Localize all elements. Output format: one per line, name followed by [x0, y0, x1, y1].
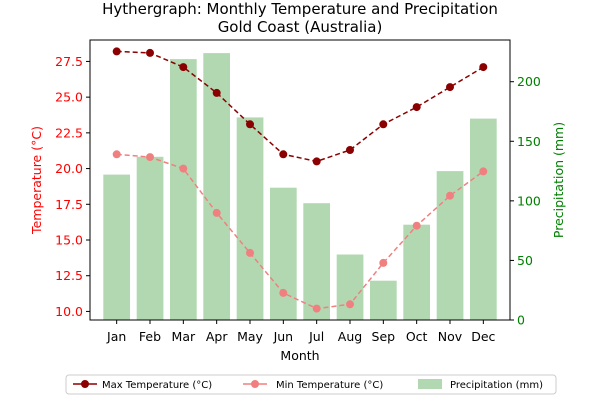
- x-tick-label-nov: Nov: [438, 329, 463, 344]
- x-tick-label-oct: Oct: [406, 329, 428, 344]
- legend-marker-max: [81, 380, 89, 388]
- min-temp-point-oct: [412, 221, 421, 230]
- min-temp-point-nov: [446, 191, 454, 200]
- legend-entry-max-temp: Max Temperature (°C): [73, 380, 212, 391]
- right-tick-label: 100: [517, 193, 541, 208]
- left-tick-label: 12.5: [55, 268, 83, 283]
- precip-bar-may: [236, 117, 264, 321]
- legend-label-precip: Precipitation (mm): [450, 380, 543, 391]
- x-axis: Jan Feb Mar Apr May Jun Jul Aug Sep Oct Nov Dec: [106, 320, 496, 344]
- precipitation-bars: [103, 53, 497, 321]
- max-temp-point-feb: [146, 48, 154, 57]
- max-temp-point-nov: [446, 83, 454, 92]
- legend-label-max: Max Temperature (°C): [102, 380, 212, 391]
- max-temp-point-oct: [412, 103, 421, 112]
- max-temp-line: [116, 50, 484, 163]
- x-tick-label-jan: Jan: [106, 329, 126, 344]
- left-tick-label: 25.0: [55, 90, 83, 105]
- max-temp-point-aug: [346, 146, 354, 154]
- min-temp-point-jan: [112, 150, 121, 159]
- left-tick-label: 17.5: [55, 197, 83, 212]
- left-tick-label: 27.5: [55, 54, 83, 69]
- min-temp-point-apr: [212, 208, 221, 217]
- chart-title: Hythergraph: Monthly Temperature and Pre…: [102, 0, 498, 18]
- precip-bar-jan: [103, 174, 130, 320]
- right-tick-label: 0: [517, 313, 525, 328]
- right-axis-label: Precipitation (mm): [551, 122, 566, 238]
- legend-marker-min: [251, 380, 259, 388]
- min-temp-point-aug: [346, 300, 354, 309]
- min-temp-point-mar: [179, 164, 188, 173]
- legend-entry-min-temp: Min Temperature (°C): [243, 380, 383, 391]
- precip-bar-apr: [203, 53, 230, 320]
- legend-entry-precipitation: Precipitation (mm): [418, 379, 543, 391]
- left-tick-label: 20.0: [55, 161, 83, 176]
- left-tick-label: 15.0: [55, 233, 83, 248]
- max-temp-point-mar: [179, 63, 188, 72]
- precip-bar-oct: [403, 224, 430, 320]
- chart-subtitle: Gold Coast (Australia): [218, 18, 383, 36]
- min-temp-point-jun: [279, 288, 288, 297]
- right-tick-label: 150: [517, 134, 541, 149]
- plot-frame: [89, 39, 511, 321]
- right-tick-label: 200: [517, 74, 541, 89]
- x-tick-label-mar: Mar: [172, 329, 196, 344]
- precip-bar-jul: [303, 203, 330, 320]
- max-temp-point-jul: [312, 157, 321, 166]
- max-temp-point-dec: [479, 63, 488, 72]
- min-temp-point-sep: [379, 258, 388, 267]
- min-temp-point-may: [246, 248, 254, 257]
- x-tick-label-jul: Jul: [308, 329, 324, 344]
- x-tick-label-jun: Jun: [273, 329, 294, 344]
- right-axis: 0 50 100 150 200: [510, 74, 541, 328]
- precip-bar-feb: [136, 156, 164, 320]
- min-temp-line: [116, 153, 484, 310]
- legend-swatch-precip: [418, 379, 442, 389]
- precip-bar-sep: [370, 280, 397, 320]
- precip-bar-jun: [270, 187, 297, 320]
- max-temp-point-jun: [279, 150, 288, 159]
- left-axis: 10.0 12.5 15.0 17.5 20.0 22.5 25.0 27.5: [55, 54, 90, 319]
- temperature-lines: [112, 47, 488, 313]
- max-temp-point-apr: [212, 88, 221, 97]
- max-temp-point-may: [246, 120, 254, 129]
- min-temp-point-jul: [312, 304, 321, 313]
- precip-bar-mar: [170, 59, 197, 320]
- legend: Max Temperature (°C) Min Temperature (°C…: [65, 374, 557, 395]
- right-tick-label: 50: [517, 253, 533, 268]
- left-axis-label: Temperature (°C): [29, 126, 44, 235]
- x-tick-label-dec: Dec: [471, 329, 495, 344]
- max-temp-point-sep: [379, 120, 388, 129]
- x-tick-label-sep: Sep: [372, 329, 396, 344]
- legend-label-min: Min Temperature (°C): [276, 380, 383, 391]
- x-axis-label: Month: [280, 348, 319, 363]
- precip-bar-aug: [336, 254, 364, 320]
- x-tick-label-feb: Feb: [139, 329, 161, 344]
- x-tick-label-may: May: [237, 329, 263, 344]
- left-tick-label: 10.0: [55, 304, 83, 319]
- min-temp-point-feb: [146, 153, 154, 162]
- x-tick-label-apr: Apr: [206, 329, 228, 344]
- precip-bar-dec: [470, 118, 497, 320]
- min-temp-point-dec: [479, 167, 488, 176]
- x-tick-label-aug: Aug: [338, 329, 362, 344]
- left-tick-label: 22.5: [55, 125, 83, 140]
- max-temp-point-jan: [112, 47, 121, 56]
